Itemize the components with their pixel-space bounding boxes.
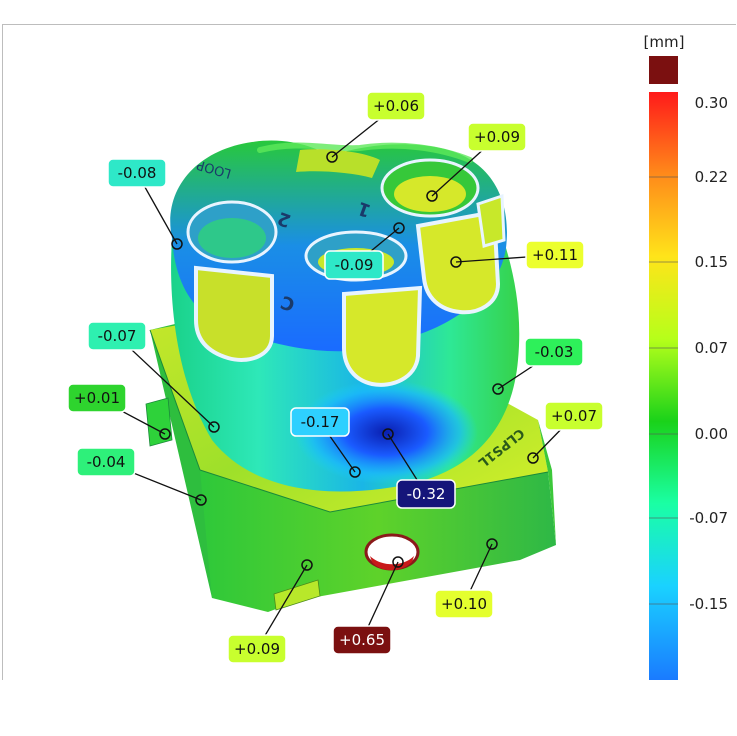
scale-overflow-swatch — [649, 56, 678, 84]
callout-pin[interactable] — [426, 190, 438, 202]
deviation-callout[interactable]: -0.17 — [290, 407, 361, 478]
callout-value-label: +0.06 — [373, 97, 419, 115]
callout-box[interactable] — [396, 479, 456, 509]
callout-pin[interactable] — [392, 556, 404, 568]
callout-value-label: -0.07 — [98, 327, 137, 345]
callout-box[interactable] — [524, 337, 584, 367]
callout-box[interactable] — [290, 407, 350, 437]
callout-box[interactable] — [324, 250, 384, 280]
deviation-callout[interactable]: +0.11 — [450, 240, 585, 270]
callout-value-label: +0.11 — [532, 246, 578, 264]
deviation-hotspot-blue — [294, 380, 478, 484]
hole-topright-inner — [394, 176, 466, 212]
deviation-callout[interactable]: +0.09 — [426, 122, 527, 202]
base-right-face — [538, 420, 556, 545]
callout-pin[interactable] — [301, 559, 313, 571]
callout-value-label: +0.09 — [234, 640, 280, 658]
callout-value-label: +0.09 — [474, 128, 520, 146]
callout-box[interactable] — [87, 321, 147, 351]
base-edge-line — [199, 469, 549, 513]
scale-bar — [649, 92, 678, 680]
callout-value-label: -0.04 — [87, 453, 126, 471]
hole-topleft-inner — [198, 218, 266, 258]
scale-unit: [mm] — [644, 33, 685, 51]
callout-pin[interactable] — [393, 222, 405, 234]
scale-tick-label: -0.15 — [689, 595, 728, 613]
scale-tick-label: 0.07 — [695, 339, 728, 357]
scale-ticks: 0.30 0.22 0.15 0.07 0.00 -0.07 -0.15 — [649, 94, 728, 613]
callout-value-label: +0.10 — [441, 595, 487, 613]
slot-center — [342, 285, 423, 387]
base-edge-line — [149, 329, 201, 471]
callout-pin[interactable] — [195, 494, 207, 506]
scale-tick-label: 0.22 — [695, 168, 728, 186]
callout-value-label: +0.65 — [339, 631, 385, 649]
callout-box[interactable] — [544, 401, 604, 431]
slot-small — [476, 193, 506, 248]
callout-value-label: -0.03 — [535, 343, 574, 361]
callout-box[interactable] — [434, 589, 494, 619]
callout-value-label: -0.08 — [118, 164, 157, 182]
callout-pin[interactable] — [486, 538, 498, 550]
callout-pin[interactable] — [450, 256, 462, 268]
deviation-callout[interactable]: +0.06 — [326, 91, 426, 163]
callout-pin[interactable] — [208, 421, 220, 433]
slot-left — [194, 265, 274, 362]
callout-box[interactable] — [467, 122, 527, 152]
callout-pin[interactable] — [382, 428, 394, 440]
deviation-callout[interactable]: +0.09 — [227, 559, 313, 664]
callout-box[interactable] — [107, 158, 167, 188]
deviation-callout[interactable]: -0.04 — [76, 447, 207, 506]
callouts-layer[interactable]: +0.06 +0.09 -0.08 +0.11 -0.09 -0.07 -0.03 +0.01… — [67, 91, 604, 664]
deviation-callout[interactable]: -0.03 — [492, 337, 584, 395]
deviation-callout[interactable]: +0.65 — [332, 556, 404, 655]
top-rim-highlight — [257, 142, 473, 163]
callout-value-label: -0.32 — [407, 485, 446, 503]
callout-box[interactable] — [67, 383, 127, 413]
deviation-callout[interactable]: +0.07 — [527, 401, 604, 464]
callout-leader-line — [116, 335, 215, 428]
viewport-frame — [2, 24, 736, 680]
deviation-callout[interactable]: +0.10 — [434, 538, 498, 619]
deviation-callout[interactable]: -0.08 — [107, 158, 183, 250]
callout-pin[interactable] — [492, 383, 504, 395]
scale-tick-label: -0.07 — [689, 509, 728, 527]
callout-box[interactable] — [525, 240, 585, 270]
callout-box[interactable] — [332, 625, 392, 655]
callout-value-label: -0.09 — [335, 256, 374, 274]
callout-pin[interactable] — [171, 238, 183, 250]
deviation-callout[interactable]: -0.09 — [324, 222, 405, 280]
deviation-callout[interactable]: +0.01 — [67, 383, 171, 440]
top-notch — [296, 149, 380, 178]
callout-pin[interactable] — [527, 452, 539, 464]
scanned-part[interactable]: LOOP 1 2 C CLPS1L — [145, 140, 556, 612]
callout-value-label: +0.07 — [551, 407, 597, 425]
callout-value-label: -0.17 — [301, 413, 340, 431]
callout-box[interactable] — [76, 447, 136, 477]
callout-box[interactable] — [366, 91, 426, 121]
callout-pin[interactable] — [159, 428, 171, 440]
base-front-slot — [273, 579, 321, 611]
callout-box[interactable] — [227, 634, 287, 664]
deviation-callout[interactable]: -0.07 — [87, 321, 220, 433]
front-bore-hot-edge — [370, 556, 414, 571]
callout-pin[interactable] — [326, 151, 338, 163]
scale-tick-label: 0.30 — [695, 94, 728, 112]
scale-tick-label: 0.15 — [695, 253, 728, 271]
scale-tick-label: 0.00 — [695, 425, 728, 443]
color-scale: [mm] 0.30 0.22 0.15 0.07 0.00 -0.07 -0.15 — [644, 33, 728, 680]
callout-value-label: +0.01 — [74, 389, 120, 407]
callout-pin[interactable] — [349, 466, 361, 478]
base-left-tab — [145, 397, 173, 447]
deviation-callout[interactable]: -0.32 — [382, 428, 456, 509]
